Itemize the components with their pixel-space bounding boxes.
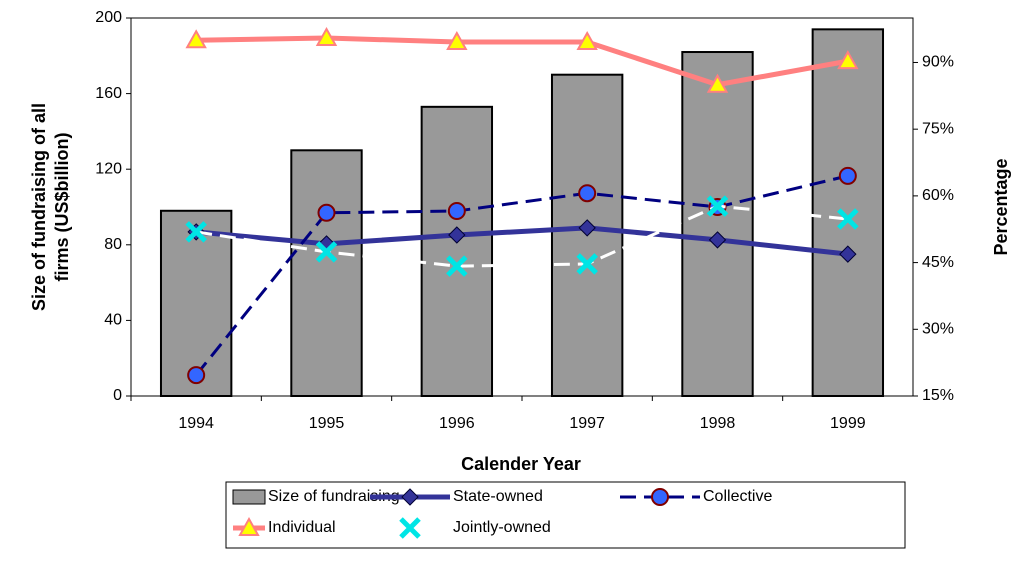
x-tick-label: 1995 — [309, 415, 345, 432]
line — [195, 204, 848, 268]
marker — [185, 221, 207, 243]
marker — [708, 231, 727, 249]
marker — [578, 184, 597, 203]
x-tick-label: 1994 — [178, 415, 214, 432]
marker — [706, 73, 729, 93]
y2-tick-label: 60% — [922, 187, 954, 204]
marker — [238, 516, 260, 536]
bar — [159, 209, 233, 397]
y-tick-label: 80 — [104, 236, 122, 253]
marker — [317, 203, 336, 222]
marker — [839, 245, 857, 263]
marker — [315, 241, 338, 263]
plot-area — [130, 17, 914, 397]
x-tick-label: 1997 — [569, 415, 605, 432]
bar — [681, 51, 754, 398]
marker — [315, 26, 338, 47]
marker — [576, 253, 598, 275]
marker — [446, 30, 468, 51]
legend-label: State-owned — [453, 488, 543, 505]
legend-label: Size of fundraising — [268, 488, 400, 505]
bar — [290, 149, 363, 397]
marker — [838, 166, 857, 185]
marker — [401, 488, 419, 506]
legend-box — [225, 481, 906, 549]
y2-axis-label: Percentage — [991, 158, 1011, 255]
marker — [448, 226, 466, 244]
legend-label: Collective — [703, 488, 772, 505]
y-tick-label: 120 — [95, 160, 122, 177]
marker — [446, 255, 468, 277]
marker — [651, 488, 669, 506]
line — [196, 35, 849, 88]
marker — [399, 517, 421, 539]
y2-tick-label: 30% — [922, 321, 954, 338]
x-tick-label: 1998 — [700, 415, 736, 432]
legend-swatch — [232, 489, 266, 505]
x-tick-label: 1999 — [830, 415, 866, 432]
marker — [578, 219, 596, 237]
bar — [811, 28, 885, 398]
y-tick-label: 200 — [95, 9, 122, 26]
y-axis-label: firms (US$billion) — [52, 132, 72, 281]
marker — [185, 29, 207, 49]
marker — [187, 366, 206, 385]
legend-label: Jointly-owned — [453, 519, 551, 536]
legend-label: Individual — [268, 519, 336, 536]
marker — [447, 202, 466, 221]
marker — [706, 195, 729, 217]
y2-tick-label: 75% — [922, 120, 954, 137]
line — [194, 174, 849, 377]
y2-tick-label: 15% — [922, 387, 954, 404]
bar — [420, 105, 494, 398]
y-tick-label: 40 — [104, 312, 122, 329]
marker — [837, 50, 859, 70]
y-tick-label: 160 — [95, 85, 122, 102]
x-axis-label: Calender Year — [461, 454, 581, 474]
x-tick-label: 1996 — [439, 415, 475, 432]
y-axis-label: Size of fundraising of all — [29, 103, 49, 311]
y2-tick-label: 45% — [922, 254, 954, 271]
y-tick-label: 0 — [113, 387, 122, 404]
y2-tick-label: 90% — [922, 54, 954, 71]
marker — [576, 30, 598, 51]
marker — [837, 208, 859, 230]
